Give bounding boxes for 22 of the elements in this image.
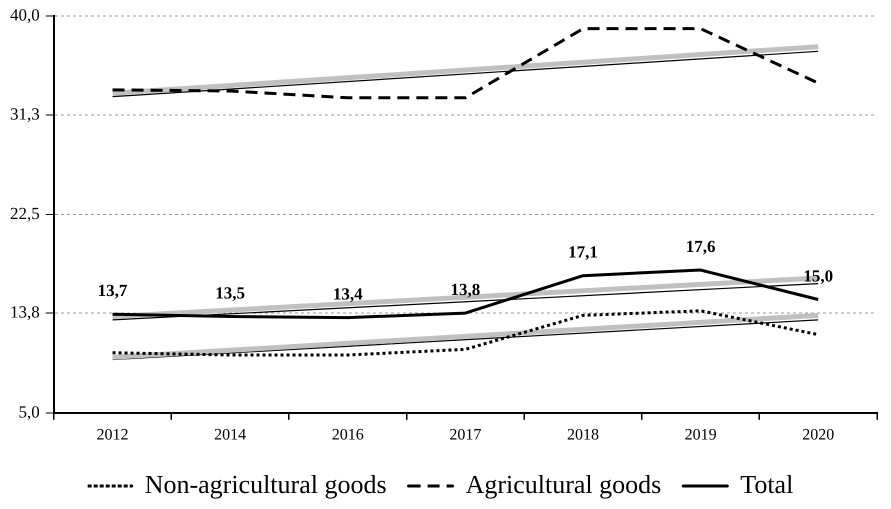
x-tick-label: 2018 bbox=[566, 426, 599, 444]
x-tick-label: 2020 bbox=[802, 426, 834, 444]
data-label: 13,5 bbox=[215, 283, 246, 302]
data-label: 17,6 bbox=[686, 236, 716, 256]
data-label: 13,8 bbox=[450, 280, 480, 299]
data-label: 15,0 bbox=[803, 266, 834, 286]
data-label: 13,7 bbox=[98, 281, 128, 300]
legend-label: Agricultural goods bbox=[466, 470, 662, 499]
x-tick-label: 2019 bbox=[684, 426, 717, 444]
x-tick-label: 2017 bbox=[449, 426, 482, 444]
y-tick-label: 22,5 bbox=[10, 204, 40, 223]
legend-label: Total bbox=[740, 470, 794, 499]
x-tick-label: 2012 bbox=[96, 426, 129, 444]
data-label: 17,1 bbox=[568, 242, 598, 262]
y-tick-label: 40,0 bbox=[10, 6, 40, 25]
y-tick-label: 5,0 bbox=[18, 402, 40, 422]
y-tick-label: 31,3 bbox=[10, 104, 40, 124]
x-tick-label: 2014 bbox=[214, 426, 246, 444]
data-label: 13,4 bbox=[332, 284, 364, 304]
legend-label: Non-agricultural goods bbox=[144, 470, 387, 499]
y-tick-label: 13,8 bbox=[10, 302, 40, 322]
x-tick-label: 2016 bbox=[332, 426, 364, 444]
